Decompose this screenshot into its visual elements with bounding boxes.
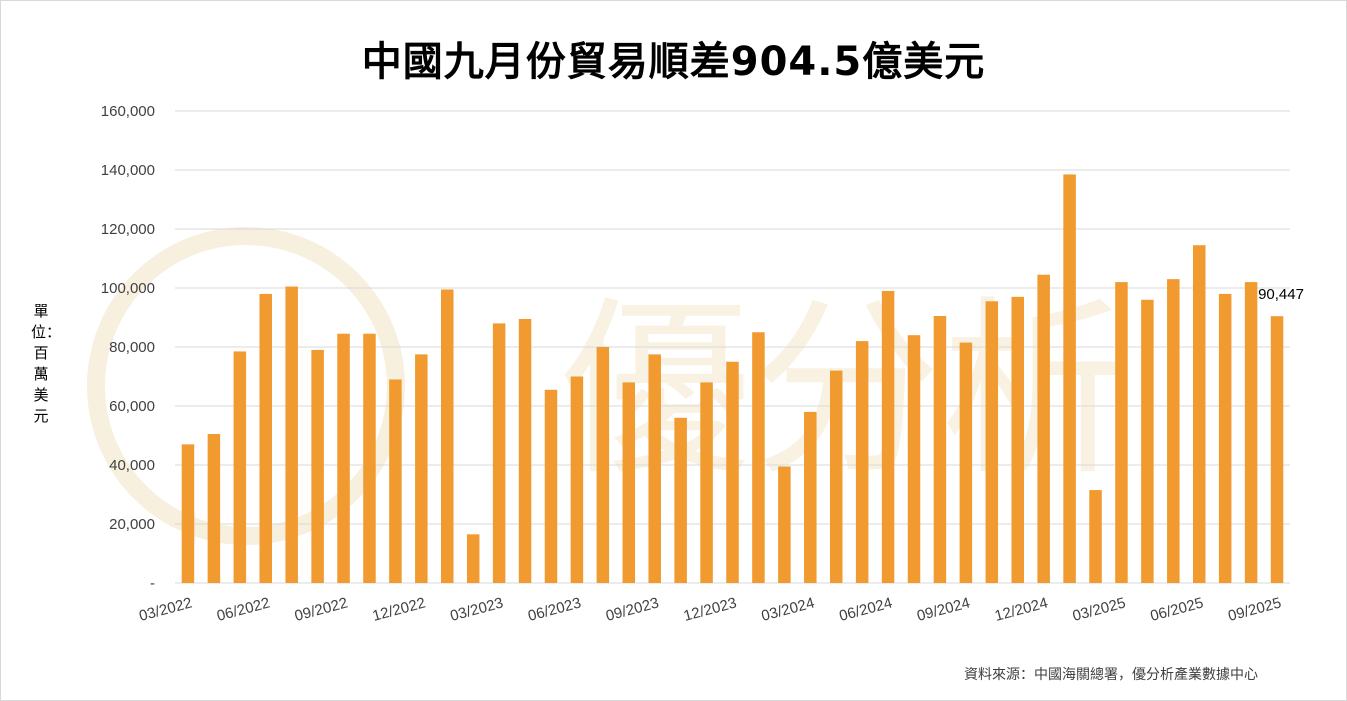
y-axis-label: 單位：百萬美元 [31,302,62,425]
bar-10-2023 [674,417,687,583]
y-tick-label: 80,000 [109,339,155,356]
bar-03-2025 [1115,282,1128,583]
bar-07-2025 [1218,293,1232,583]
x-tick-label: 09/2024 [915,594,972,624]
bar-01-2023 [441,289,454,583]
bar-07-2023 [596,347,610,583]
x-tick-label: 06/2025 [1148,594,1205,624]
x-tick-label: 12/2023 [682,594,739,624]
bar-04-2023 [518,318,532,583]
x-tick-label: 03/2023 [448,594,505,624]
bar-12-2023 [726,361,739,583]
chart-title: 中國九月份貿易順差904.5億美元 [361,39,986,85]
bar-11-2023 [700,382,713,583]
bar-12-2024 [1037,274,1050,583]
bar-11-2024 [1011,296,1024,583]
bar-03-2023 [492,323,506,583]
bar-05-2025 [1167,279,1180,583]
bar-05-2022 [233,351,247,583]
bar-06-2023 [570,376,584,583]
bar-09-2025 [1270,316,1284,583]
bar-02-2025 [1089,490,1102,583]
y-axis-ticks: - 20,000 40,000 60,000 80,000 100,000 120,000 1… [101,103,155,592]
bar-08-2025 [1244,282,1258,583]
bar-03-2024 [804,411,817,583]
x-tick-label: 06/2023 [526,594,583,624]
y-tick-label: 40,000 [109,457,155,474]
data-labels: 90,447 [1258,286,1304,303]
y-tick-label: - [150,575,155,592]
watermark-logo: 優分析 [87,227,1131,545]
x-tick-label: 12/2022 [371,594,428,624]
y-tick-label: 160,000 [101,103,155,120]
bar-03-2022 [181,444,195,583]
x-tick-label: 03/2024 [760,594,817,624]
x-tick-label: 09/2022 [293,594,350,624]
x-tick-label: 09/2023 [604,594,661,624]
y-tick-label: 60,000 [109,398,155,415]
x-axis-ticks: 03/2022 06/2022 09/2022 12/2022 03/2023 06/20… [137,594,1283,624]
bar-06-2022 [259,293,273,583]
bar-04-2024 [829,370,843,583]
bar-08-2023 [622,382,636,583]
x-tick-label: 06/2024 [837,594,894,624]
bar-12-2022 [415,354,428,583]
y-tick-label: 20,000 [109,516,155,533]
y-tick-label: 140,000 [101,162,155,179]
y-tick-label: 120,000 [101,221,155,238]
bar-05-2024 [855,341,869,583]
x-tick-label: 03/2025 [1071,594,1128,624]
y-tick-label: 100,000 [101,280,155,297]
x-tick-label: 06/2022 [215,594,272,624]
bar-07-2022 [285,286,298,583]
bars [181,174,1284,584]
bar-02-2023 [466,534,480,583]
data-label: 90,447 [1258,286,1304,303]
bar-01-2024 [752,332,765,583]
source-note: 資料來源：中國海關總署，優分析產業數據中心 [964,667,1258,683]
bar-06-2025 [1192,245,1206,583]
bar-05-2023 [544,389,558,583]
x-tick-label: 03/2022 [137,594,194,624]
bar-10-2022 [363,333,376,583]
bar-04-2022 [207,434,221,583]
bar-01-2025 [1063,174,1076,584]
bar-04-2025 [1141,299,1154,583]
bar-10-2024 [985,301,999,583]
bar-08-2022 [311,349,324,583]
bar-08-2024 [933,316,947,583]
bar-09-2022 [337,333,350,583]
bar-09-2023 [648,354,661,583]
x-tick-label: 12/2024 [993,594,1050,624]
bar-07-2024 [907,335,921,583]
bar-06-2024 [881,290,895,583]
bar-02-2024 [778,466,791,583]
x-tick-label: 09/2025 [1226,594,1283,624]
bar-09-2024 [959,342,973,583]
bar-11-2022 [389,379,402,583]
